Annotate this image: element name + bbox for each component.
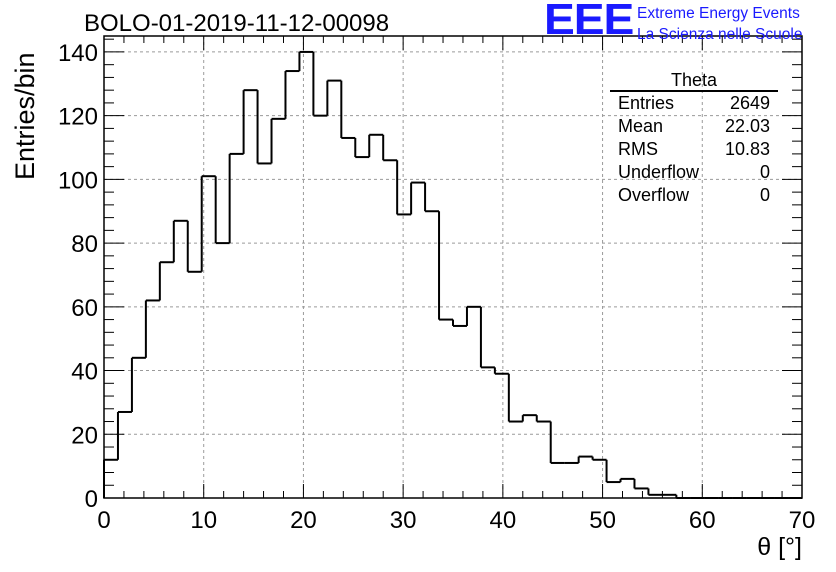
stats-box: Theta Entries 2649 Mean 22.03 RMS 10.83 … (610, 70, 778, 207)
x-tick-label: 50 (589, 507, 616, 534)
logo-line-2: La Scienza nelle Scuole (637, 26, 803, 43)
y-tick-label: 100 (58, 167, 98, 194)
x-tick-label: 60 (689, 507, 716, 534)
axes: 0 10 20 30 40 50 60 70 0 20 40 60 80 100 120 140 (58, 35, 816, 534)
x-tick-label: 0 (97, 507, 110, 534)
y-tick-label: 0 (85, 486, 98, 513)
y-tick-label: 40 (71, 359, 98, 386)
stats-title: Theta (610, 70, 778, 92)
eee-logo: EEE Extreme Energy Events La Scienza nel… (544, 0, 834, 46)
y-tick-label: 80 (71, 231, 98, 258)
stats-value: 0 (759, 185, 770, 205)
x-tick-label: 30 (390, 507, 417, 534)
stats-row-entries: Entries 2649 (610, 92, 778, 115)
y-tick-label: 60 (71, 295, 98, 322)
stats-label: Mean (618, 116, 664, 136)
y-tick-label: 120 (58, 104, 98, 131)
stats-label: RMS (618, 139, 658, 159)
plot-frame (103, 35, 803, 499)
stats-label: Overflow (618, 185, 690, 205)
histogram-bars (103, 50, 802, 499)
logo-mark: EEE (544, 0, 634, 44)
stats-label: Underflow (618, 162, 700, 182)
stats-value: 2649 (729, 93, 770, 113)
x-tick-label: 10 (190, 507, 217, 534)
plot-title: BOLO-01-2019-11-12-00098 (84, 10, 390, 37)
stats-row-overflow: Overflow 0 (610, 184, 778, 207)
x-tick-label: 70 (789, 507, 816, 534)
stats-label: Entries (618, 93, 675, 113)
y-tick-label: 20 (71, 422, 98, 449)
x-axis-label: θ [°] (757, 533, 802, 561)
y-tick-label: 140 (58, 40, 98, 67)
y-axis-label: Entries/bin (10, 52, 40, 180)
stats-value: 22.03 (724, 116, 770, 136)
stats-value: 10.83 (724, 139, 770, 159)
logo-line-1: Extreme Energy Events (637, 5, 800, 22)
stats-row-rms: RMS 10.83 (610, 138, 778, 161)
stats-row-mean: Mean 22.03 (610, 115, 778, 138)
stats-value: 0 (759, 162, 770, 182)
x-tick-label: 40 (490, 507, 517, 534)
stats-row-underflow: Underflow 0 (610, 161, 778, 184)
x-tick-label: 20 (290, 507, 317, 534)
